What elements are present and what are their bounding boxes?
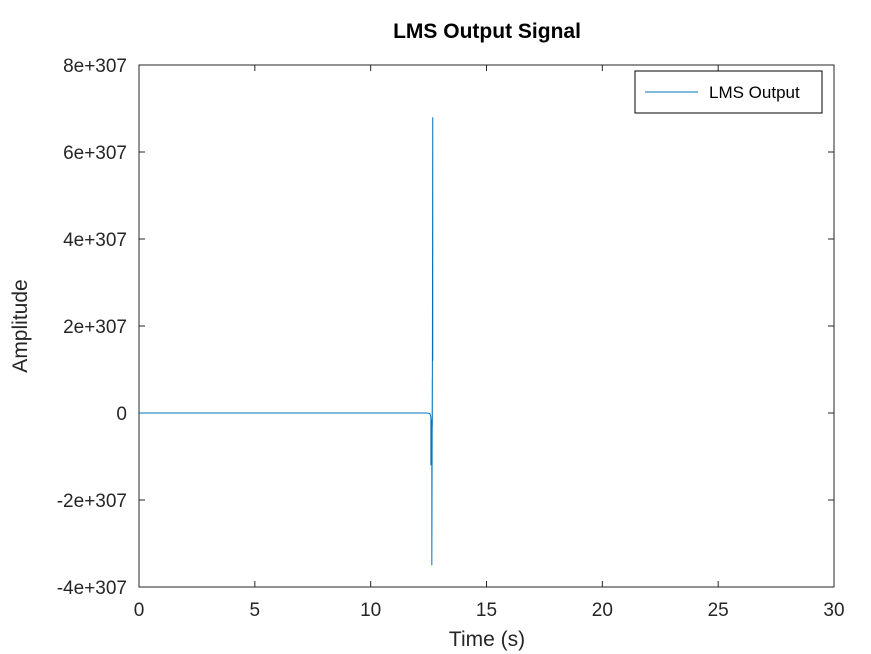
y-axis-ticks: -4e+307 -2e+307 0 2e+307 4e+307 6e+307 8e+307 [57, 56, 834, 599]
x-tick-label: 5 [250, 600, 261, 621]
legend: LMS Output [634, 70, 823, 114]
x-tick-label: 30 [823, 600, 844, 621]
y-tick-label: -2e+307 [57, 491, 127, 512]
y-tick-label: 0 [116, 404, 127, 425]
x-tick-label: 0 [134, 600, 145, 621]
y-tick-label: 2e+307 [63, 317, 127, 338]
y-tick-label: 8e+307 [63, 56, 127, 77]
x-tick-label: 15 [476, 600, 497, 621]
y-axis-label: Amplitude [9, 279, 32, 372]
series-layer [139, 117, 434, 566]
x-tick-label: 10 [360, 600, 381, 621]
plot-area [138, 64, 835, 588]
y-tick-label: 4e+307 [63, 230, 127, 251]
y-tick-label: -4e+307 [57, 578, 127, 599]
x-axis-ticks: 0 5 10 15 20 25 30 [134, 65, 845, 621]
series-line-lms-output [139, 117, 434, 566]
chart-title: LMS Output Signal [393, 20, 581, 43]
legend-label-lms-output: LMS Output [709, 83, 800, 102]
x-tick-label: 25 [708, 600, 729, 621]
x-tick-label: 20 [592, 600, 613, 621]
x-axis-label: Time (s) [449, 628, 525, 651]
y-tick-label: 6e+307 [63, 143, 127, 164]
